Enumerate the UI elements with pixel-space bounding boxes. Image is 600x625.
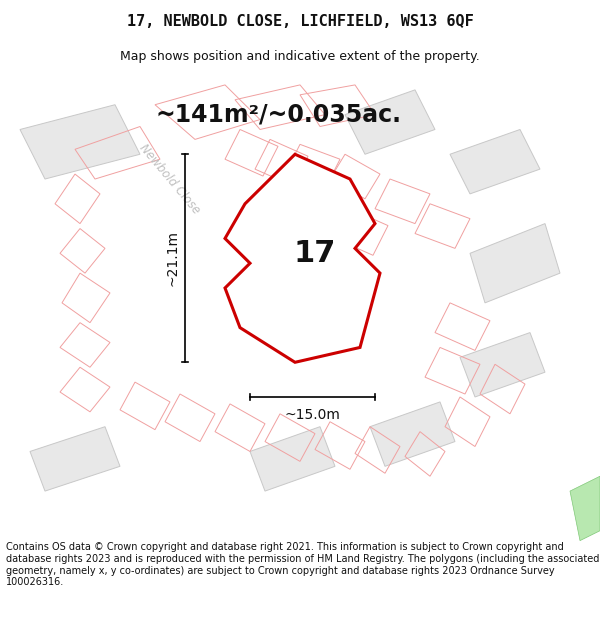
Polygon shape xyxy=(450,129,540,194)
Polygon shape xyxy=(250,427,335,491)
Text: Map shows position and indicative extent of the property.: Map shows position and indicative extent… xyxy=(120,50,480,62)
Polygon shape xyxy=(30,427,120,491)
Text: Contains OS data © Crown copyright and database right 2021. This information is : Contains OS data © Crown copyright and d… xyxy=(6,542,599,587)
Text: 17: 17 xyxy=(294,239,336,268)
Polygon shape xyxy=(20,105,140,179)
Text: ~21.1m: ~21.1m xyxy=(166,230,180,286)
Text: ~15.0m: ~15.0m xyxy=(284,408,340,422)
Polygon shape xyxy=(225,154,380,362)
Text: ~141m²/~0.035ac.: ~141m²/~0.035ac. xyxy=(155,102,401,127)
Polygon shape xyxy=(345,90,435,154)
Polygon shape xyxy=(570,476,600,541)
Text: Newbold Close: Newbold Close xyxy=(137,141,203,216)
Polygon shape xyxy=(460,332,545,397)
Polygon shape xyxy=(470,224,560,303)
Text: 17, NEWBOLD CLOSE, LICHFIELD, WS13 6QF: 17, NEWBOLD CLOSE, LICHFIELD, WS13 6QF xyxy=(127,14,473,29)
Polygon shape xyxy=(370,402,455,466)
